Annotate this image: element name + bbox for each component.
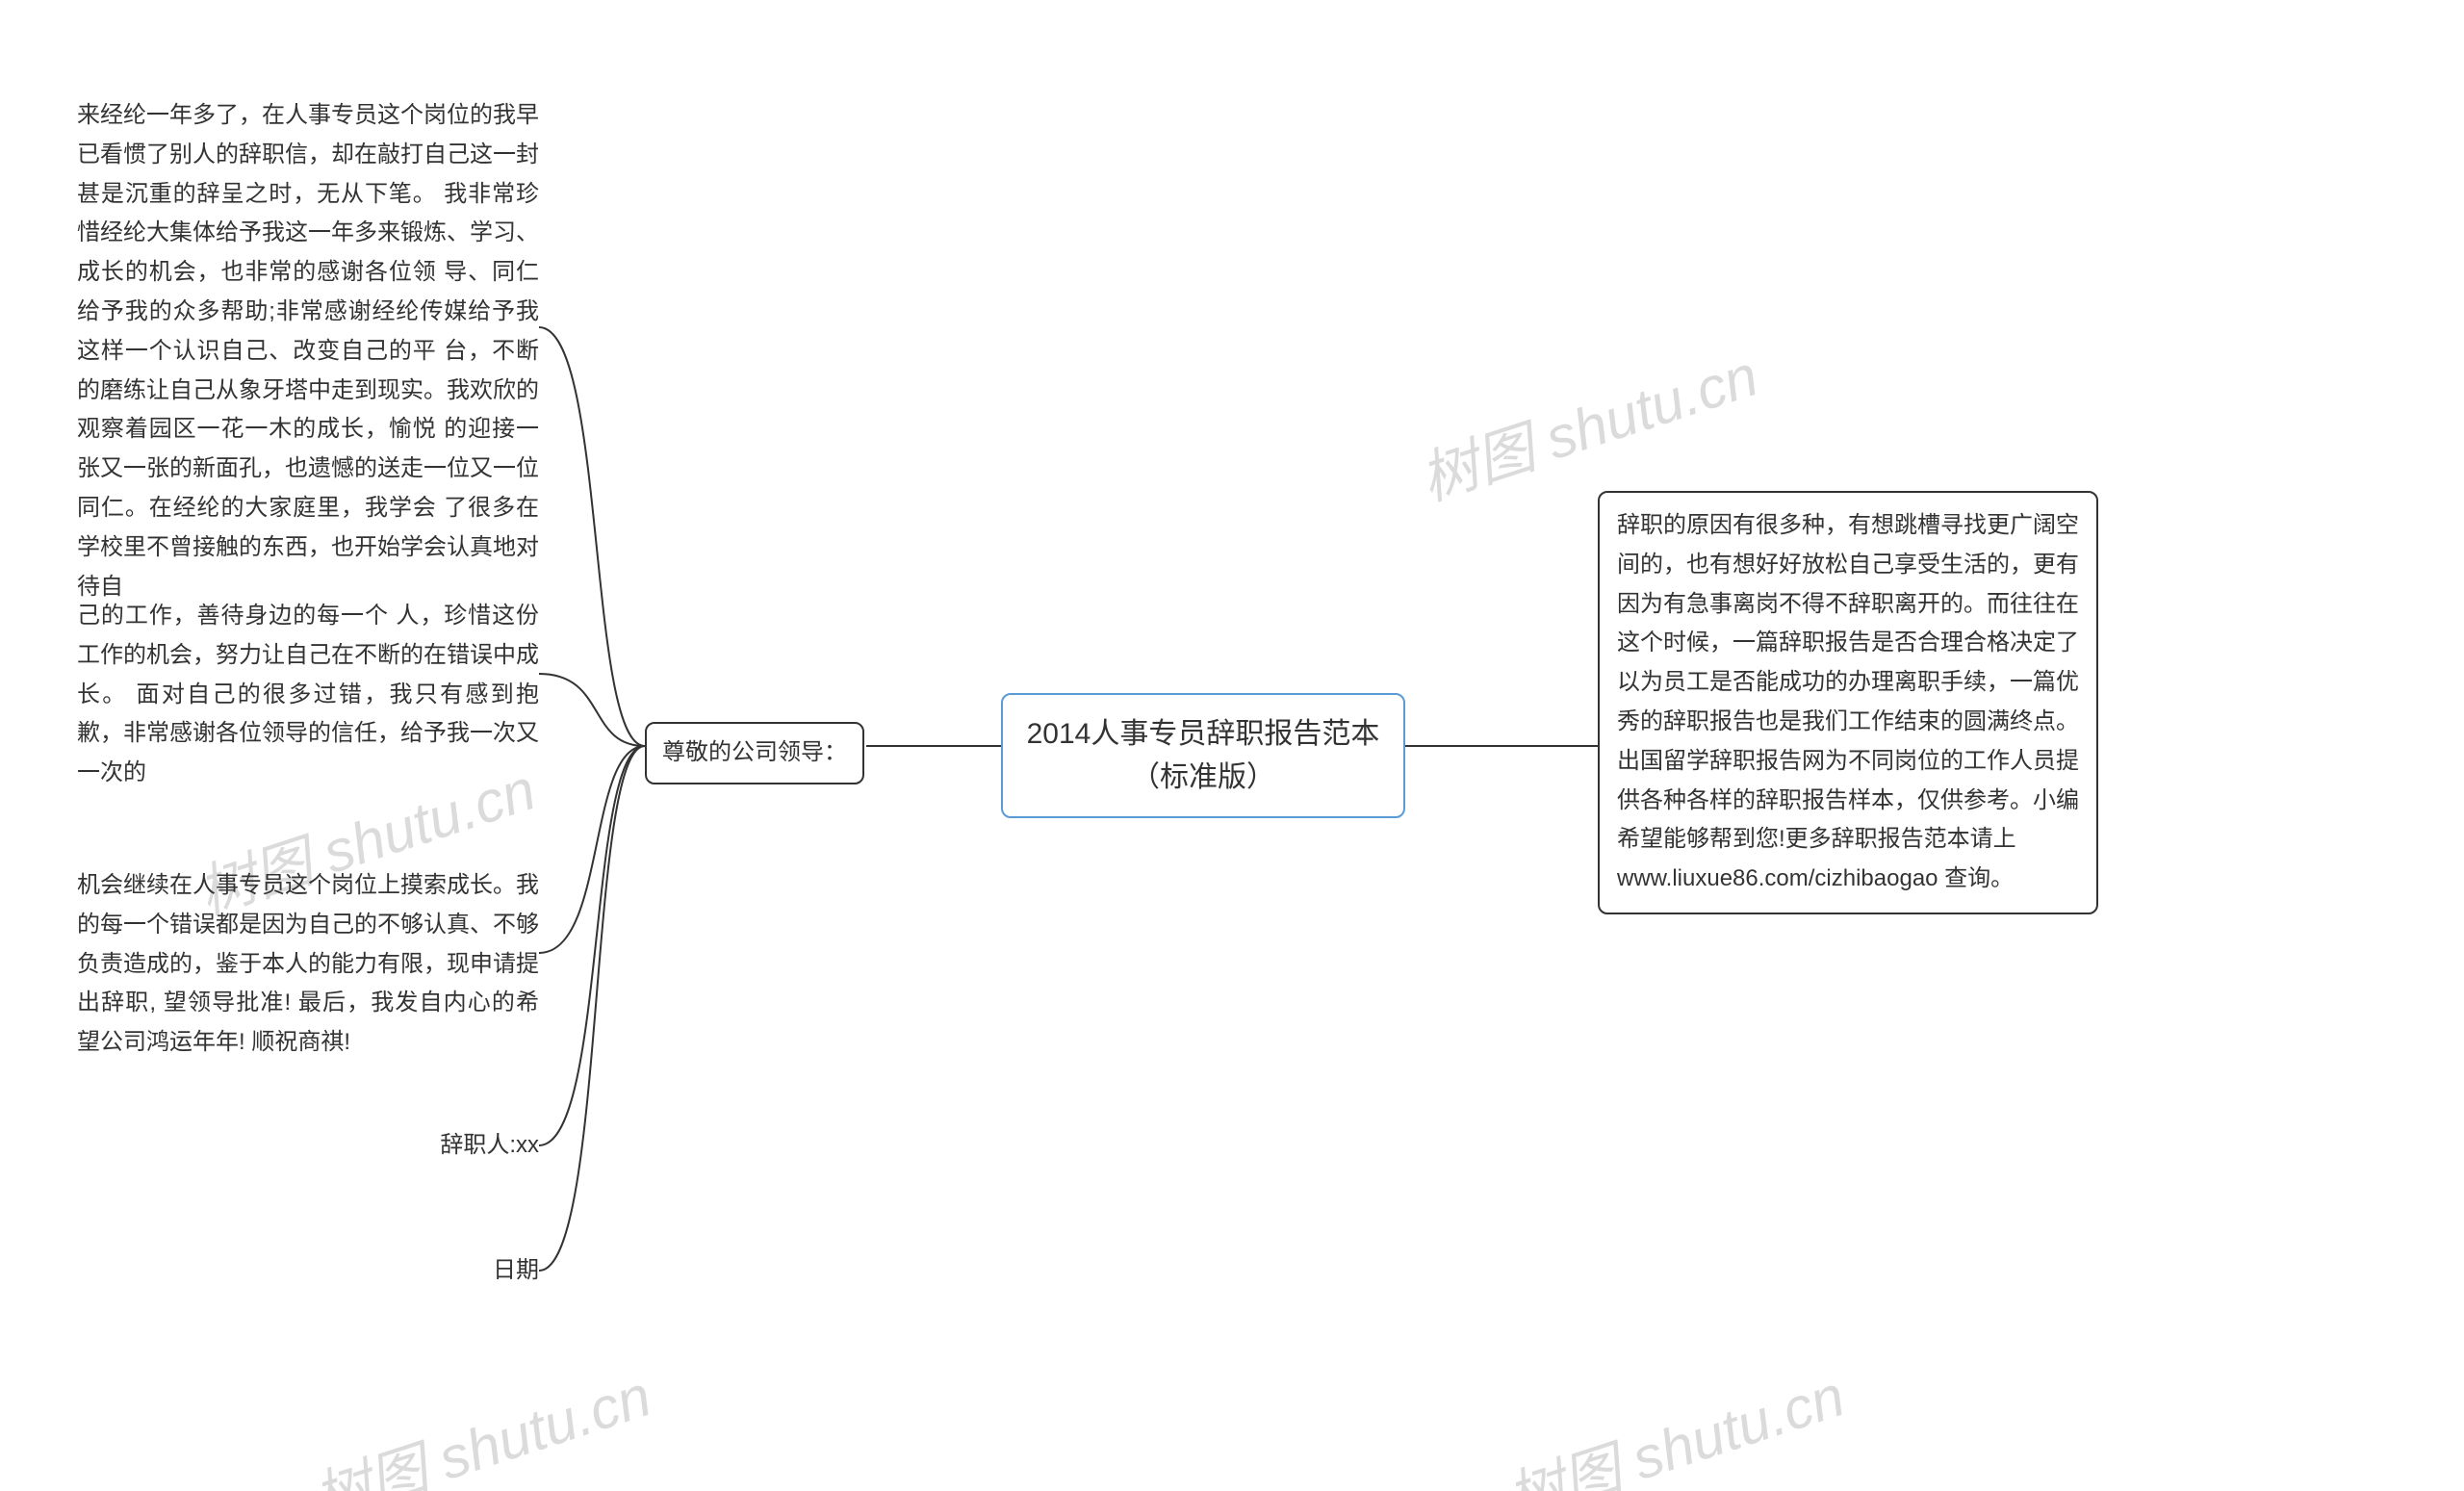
watermark: 树图 shutu.cn — [301, 1350, 660, 1491]
root-title: 2014人事专员辞职报告范本（标准版） — [1027, 718, 1380, 793]
watermark: 树图 shutu.cn — [1495, 1350, 1854, 1491]
left-child-p1-text: 来经纶一年多了，在人事专员这个岗位的我早已看惯了别人的辞职信，却在敲打自己这一封… — [77, 102, 539, 600]
left-child-p4[interactable]: 辞职人:xx — [77, 1126, 539, 1166]
left-child-p4-text: 辞职人:xx — [440, 1132, 539, 1158]
left-child-p1[interactable]: 来经纶一年多了，在人事专员这个岗位的我早已看惯了别人的辞职信，却在敲打自己这一封… — [77, 96, 539, 606]
left-child-p3[interactable]: 机会继续在人事专员这个岗位上摸索成长。我的每一个错误都是因为自己的不够认真、不够… — [77, 866, 539, 1063]
left-child-p5-text: 日期 — [493, 1257, 539, 1283]
root-node[interactable]: 2014人事专员辞职报告范本（标准版） — [1001, 693, 1405, 818]
left-child-p2-text: 己的工作，善待身边的每一个 人，珍惜这份工作的机会，努力让自己在不断的在错误中成… — [77, 603, 539, 785]
watermark: 树图 shutu.cn — [1408, 329, 1767, 517]
left-child-p5[interactable]: 日期 — [77, 1251, 539, 1291]
left-child-p3-text: 机会继续在人事专员这个岗位上摸索成长。我的每一个错误都是因为自己的不够认真、不够… — [77, 872, 539, 1055]
left-parent-node[interactable]: 尊敬的公司领导： — [645, 722, 864, 784]
left-parent-label: 尊敬的公司领导： — [662, 739, 847, 765]
right-description-text: 辞职的原因有很多种，有想跳槽寻找更广阔空间的，也有想好好放松自己享受生活的，更有… — [1617, 512, 2079, 891]
left-child-p2[interactable]: 己的工作，善待身边的每一个 人，珍惜这份工作的机会，努力让自己在不断的在错误中成… — [77, 597, 539, 793]
right-description-block[interactable]: 辞职的原因有很多种，有想跳槽寻找更广阔空间的，也有想好好放松自己享受生活的，更有… — [1598, 491, 2098, 914]
